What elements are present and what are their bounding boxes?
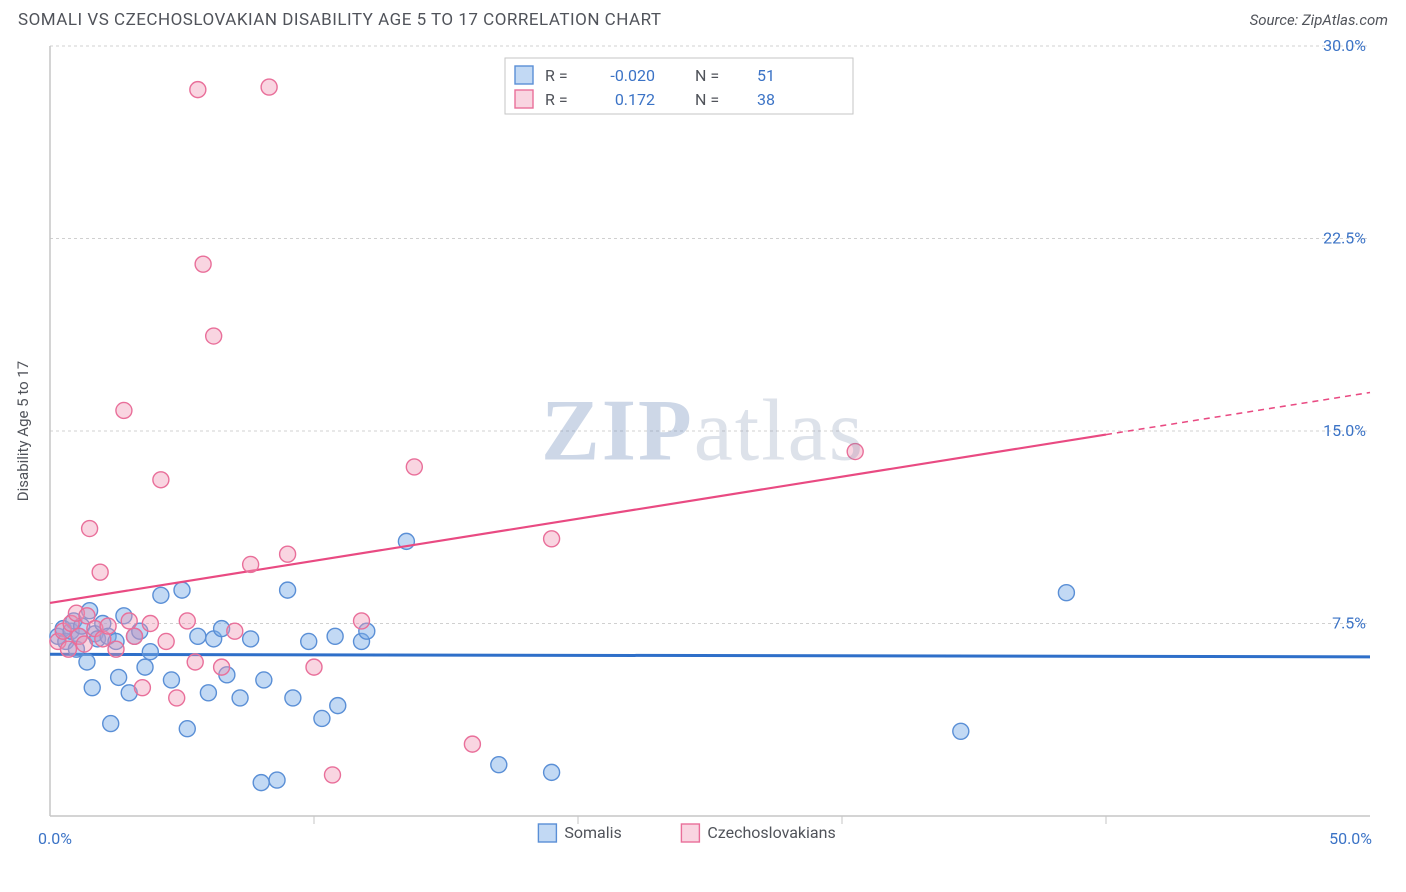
svg-text:30.0%: 30.0% xyxy=(1323,36,1366,55)
svg-text:51: 51 xyxy=(757,66,775,85)
svg-text:0.172: 0.172 xyxy=(615,90,655,109)
header: SOMALI VS CZECHOSLOVAKIAN DISABILITY AGE… xyxy=(0,0,1406,36)
chart-area: ZIPatlas 7.5%15.0%22.5%30.0%0.0%50.0%Dis… xyxy=(0,36,1406,876)
source-name: ZipAtlas.com xyxy=(1302,11,1388,29)
svg-text:-0.020: -0.020 xyxy=(610,66,655,85)
chart-source: Source: ZipAtlas.com xyxy=(1250,11,1388,29)
source-prefix: Source: xyxy=(1250,11,1302,29)
svg-text:15.0%: 15.0% xyxy=(1323,421,1366,440)
svg-text:Disability Age 5 to 17: Disability Age 5 to 17 xyxy=(14,361,32,501)
scatter-chart: 7.5% 15.0% 22.5% 30.0% 0.0% 50.0% Disability A… xyxy=(0,36,1406,876)
svg-text:Somalis: Somalis xyxy=(564,823,621,842)
svg-text:38: 38 xyxy=(757,90,775,109)
svg-text:R =: R = xyxy=(545,66,568,85)
svg-text:R =: R = xyxy=(545,90,568,109)
svg-text:N =: N = xyxy=(695,90,719,109)
svg-text:7.5%: 7.5% xyxy=(1332,614,1366,633)
svg-text:50.0%: 50.0% xyxy=(1329,829,1372,848)
svg-text:Czechoslovakians: Czechoslovakians xyxy=(707,823,835,842)
svg-text:0.0%: 0.0% xyxy=(38,829,72,848)
chart-title: SOMALI VS CZECHOSLOVAKIAN DISABILITY AGE… xyxy=(18,10,662,30)
svg-text:N =: N = xyxy=(695,66,719,85)
svg-text:22.5%: 22.5% xyxy=(1323,229,1366,248)
